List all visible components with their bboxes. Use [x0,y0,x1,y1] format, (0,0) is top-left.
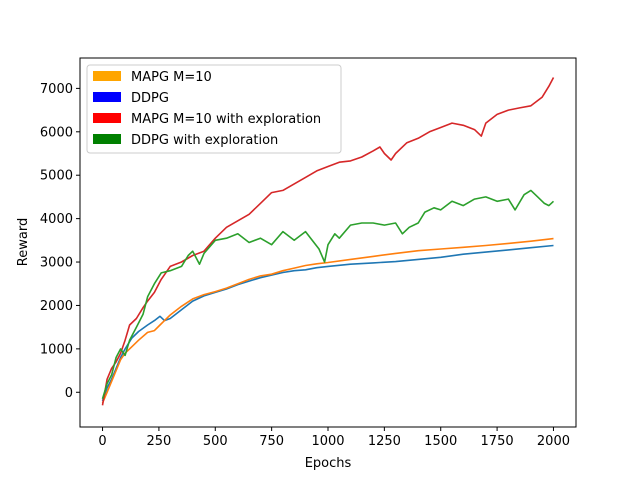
y-tick-label: 7000 [40,82,73,97]
legend-swatch [93,92,121,102]
x-tick-label: 1250 [368,434,401,449]
y-tick-label: 6000 [40,125,73,140]
y-tick-label: 4000 [40,212,73,227]
x-tick-label: 1000 [311,434,344,449]
x-tick-label: 1750 [481,434,514,449]
x-tick-label: 1500 [424,434,457,449]
x-axis: 0 250 500 750 1000 1250 1500 1750 2000 [98,427,570,449]
series-line-1 [101,244,554,402]
x-tick-label: 0 [98,434,106,449]
y-tick-label: 0 [65,386,73,401]
x-tick-label: 750 [259,434,284,449]
y-tick-label: 5000 [40,169,73,184]
x-tick-label: 500 [203,434,228,449]
series-line-2 [101,237,554,404]
y-tick-label: 1000 [40,342,73,357]
series-line-4 [101,189,555,400]
x-tick-label: 250 [146,434,171,449]
legend-label: MAPG M=10 [131,70,212,85]
y-axis-label: Reward [16,218,31,266]
legend: MAPG M=10 DDPG MAPG M=10 with exploration D… [86,64,342,154]
legend-items: MAPG M=10 DDPG MAPG M=10 with exploration D… [93,70,321,148]
legend-label: DDPG [131,91,169,106]
legend-box [86,64,342,154]
series-layer [101,77,555,406]
y-tick-label: 3000 [40,256,73,271]
y-tick-label: 2000 [40,299,73,314]
y-axis: 0 1000 2000 3000 4000 5000 6000 7000 [40,82,80,401]
legend-label: MAPG M=10 with exploration [131,112,321,127]
x-axis-label: Epochs [305,456,352,471]
legend-swatch [93,113,121,123]
legend-swatch [93,134,121,144]
legend-label: DDPG with exploration [131,133,278,148]
legend-swatch [93,71,121,81]
x-tick-label: 2000 [537,434,570,449]
